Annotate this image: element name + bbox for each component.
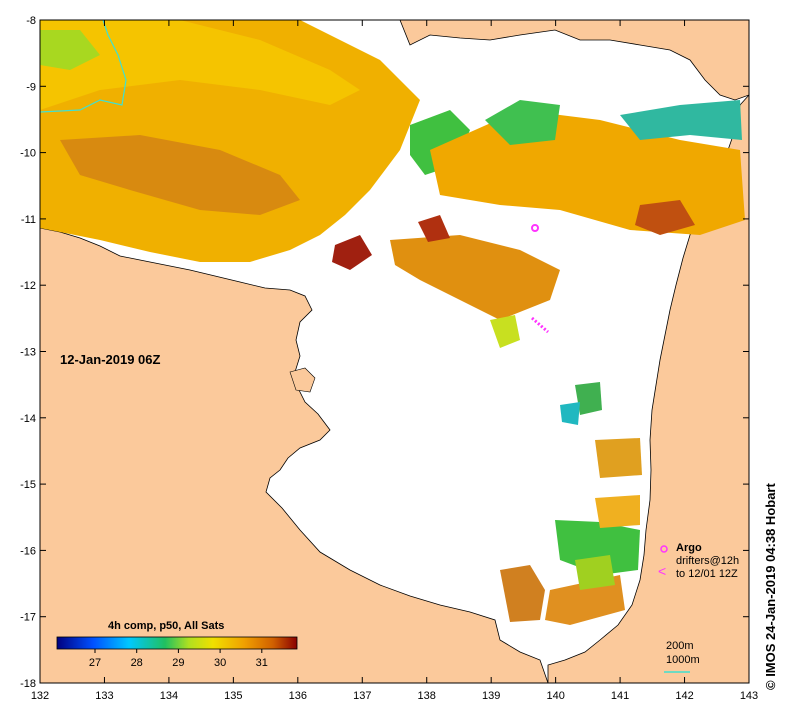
sst-patches <box>40 20 745 625</box>
drifters-legend-label: drifters@12h <box>676 555 740 567</box>
y-tick-label: -9 <box>26 81 36 93</box>
isobath-200-label: 200m <box>666 640 694 652</box>
x-tick-label: 139 <box>482 690 500 702</box>
drifter-legend-marker: < <box>658 563 666 579</box>
x-tick-label: 133 <box>95 690 113 702</box>
x-tick-label: 143 <box>740 690 758 702</box>
y-tick-label: -14 <box>20 413 36 425</box>
x-tick-label: 140 <box>546 690 564 702</box>
isobath-line <box>39 19 127 113</box>
argo-legend-marker <box>660 545 668 553</box>
x-tick-label: 132 <box>31 690 49 702</box>
date-label: 12-Jan-2019 06Z <box>60 352 161 367</box>
y-tick-label: -15 <box>20 479 36 491</box>
colorbar-tick-label: 30 <box>214 657 226 669</box>
colorbar-tick-label: 31 <box>256 657 268 669</box>
isobath-1000-label: 1000m <box>666 654 700 666</box>
x-tick-label: 138 <box>418 690 436 702</box>
x-axis: 132 133 134 135 136 137 138 139 140 141 142 143 <box>31 20 758 702</box>
y-tick-label: -17 <box>20 612 36 624</box>
argo-legend-label: Argo <box>676 542 702 554</box>
y-tick-label: -8 <box>26 15 36 27</box>
colorbar <box>56 636 298 650</box>
drifter-track <box>531 316 549 334</box>
x-tick-label: 134 <box>160 690 178 702</box>
island-groote <box>289 367 316 393</box>
x-tick-label: 135 <box>224 690 242 702</box>
y-axis: -8 -9 -10 -11 -12 -13 -14 -15 -16 -17 -18 <box>20 15 749 690</box>
x-tick-label: 137 <box>353 690 371 702</box>
argo-float-marker <box>531 224 539 232</box>
colorbar-title: 4h comp, p50, All Sats <box>108 620 225 632</box>
colorbar-tick-label: 27 <box>89 657 101 669</box>
x-tick-label: 136 <box>289 690 307 702</box>
colorbar-tick-label: 29 <box>172 657 184 669</box>
land-west <box>39 227 549 684</box>
x-tick-label: 142 <box>675 690 693 702</box>
y-tick-label: -10 <box>20 148 36 160</box>
y-tick-label: -16 <box>20 545 36 557</box>
drifters-range-label: to 12/01 12Z <box>676 568 738 580</box>
colorbar-tick-label: 28 <box>131 657 143 669</box>
colorbar-ticks: 27 28 29 30 31 <box>89 649 268 669</box>
y-tick-label: -13 <box>20 347 36 359</box>
x-tick-label: 141 <box>611 690 629 702</box>
y-tick-label: -11 <box>21 214 36 226</box>
credit-label: © IMOS 24-Jan-2019 04:38 Hobart <box>763 483 778 690</box>
y-tick-label: -12 <box>20 280 36 292</box>
land-north <box>399 19 750 101</box>
y-tick-label: -18 <box>20 678 36 690</box>
